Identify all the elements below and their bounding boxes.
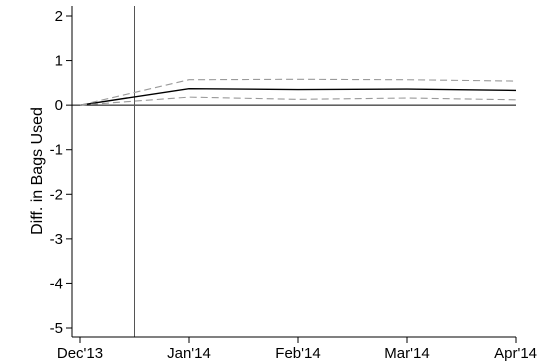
series-layer xyxy=(79,78,517,106)
x-tick-label: Apr'14 xyxy=(494,345,537,362)
x-tick-label: Mar'14 xyxy=(384,345,429,362)
x-axis-ticks: Dec'13 Jan'14 Feb'14 Mar'14 Apr'14 xyxy=(57,337,537,362)
y-axis-title: Diff. in Bags Used xyxy=(29,107,46,235)
y-tick-label: -5 xyxy=(50,320,63,337)
y-axis-ticks: -5 -4 -3 -2 -1 0 1 2 xyxy=(50,8,72,337)
y-tick-label: 0 xyxy=(55,97,63,114)
axes xyxy=(71,6,516,338)
lower-ci-line xyxy=(79,96,517,106)
y-tick-label: 1 xyxy=(55,53,63,70)
x-tick-label: Dec'13 xyxy=(57,345,103,362)
x-tick-label: Jan'14 xyxy=(167,345,211,362)
y-tick-label: -4 xyxy=(50,275,63,292)
y-tick-label: 2 xyxy=(55,8,63,25)
plot-area xyxy=(72,6,516,337)
upper-ci-line xyxy=(79,78,517,106)
y-tick-label: -1 xyxy=(50,142,63,159)
estimate-line xyxy=(79,87,517,106)
y-tick-label: -3 xyxy=(50,231,63,248)
reference-lines xyxy=(72,6,516,337)
y-tick-label: -2 xyxy=(50,186,63,203)
x-tick-label: Feb'14 xyxy=(275,345,320,362)
